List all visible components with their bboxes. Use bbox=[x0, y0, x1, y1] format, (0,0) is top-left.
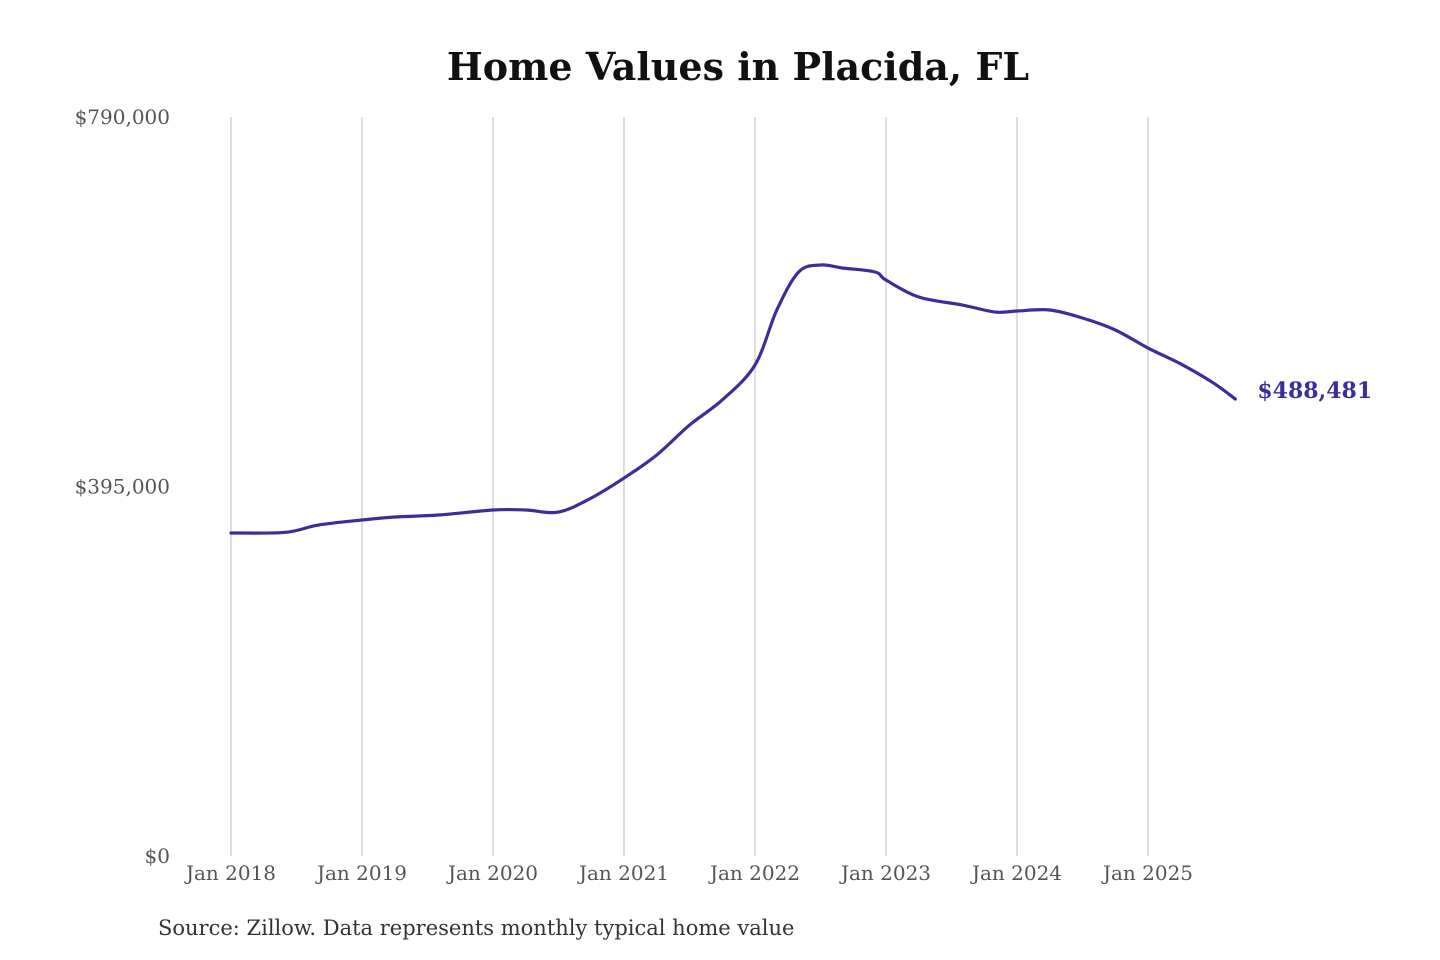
end-value-label: $488,481 bbox=[1257, 378, 1372, 404]
source-note: Source: Zillow. Data represents monthly … bbox=[158, 916, 795, 940]
y-tick-label: $0 bbox=[145, 844, 170, 868]
y-tick-label: $395,000 bbox=[75, 475, 170, 499]
y-tick-label: $790,000 bbox=[75, 105, 170, 129]
x-tick-label: Jan 2024 bbox=[970, 861, 1062, 885]
chart-title: Home Values in Placida, FL bbox=[446, 44, 1030, 89]
series-line bbox=[229, 263, 1237, 535]
x-tick-label: Jan 2022 bbox=[708, 861, 800, 885]
x-tick-label: Jan 2021 bbox=[577, 861, 669, 885]
x-tick-label: Jan 2018 bbox=[184, 861, 276, 885]
x-tick-label: Jan 2025 bbox=[1101, 861, 1193, 885]
x-tick-label: Jan 2023 bbox=[839, 861, 931, 885]
x-tick-label: Jan 2020 bbox=[446, 861, 538, 885]
x-tick-label: Jan 2019 bbox=[315, 861, 407, 885]
